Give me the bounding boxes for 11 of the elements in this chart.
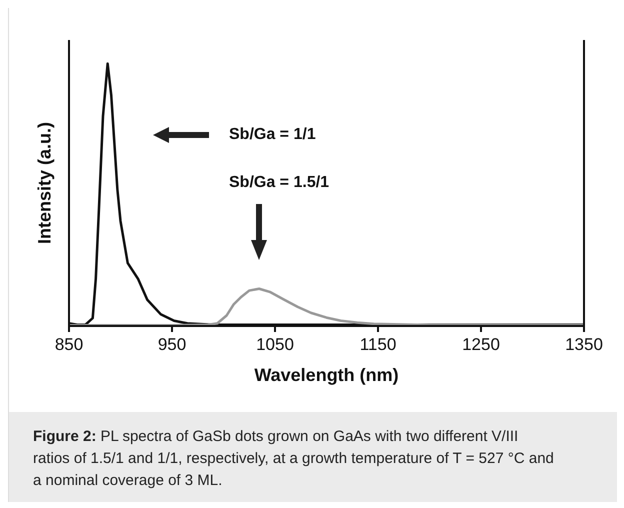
annotation: Sb/Ga = 1.5/1 [229,174,330,192]
x-tick-label: 1350 [565,335,603,354]
x-tick-label: 1050 [256,335,294,354]
caption: Figure 2: PL spectra of GaSb dots grown on GaAs with two different V/III ratios of 1.5/1 and 1/1, respectively, at a growth temperature of T = 527 °C and a nominal coverage of 3 ML. [33,428,554,489]
x-tick-label: 1250 [462,335,500,354]
annotation: Sb/Ga = 1/1 [229,126,316,144]
x-tick-label: 850 [54,335,84,354]
y-axis-title: Intensity (a.u.) [34,122,54,244]
x-axis-title: Wavelength (nm) [254,364,399,385]
x-tick-label: 950 [158,335,186,354]
x-tick-label: 1150 [360,335,396,354]
